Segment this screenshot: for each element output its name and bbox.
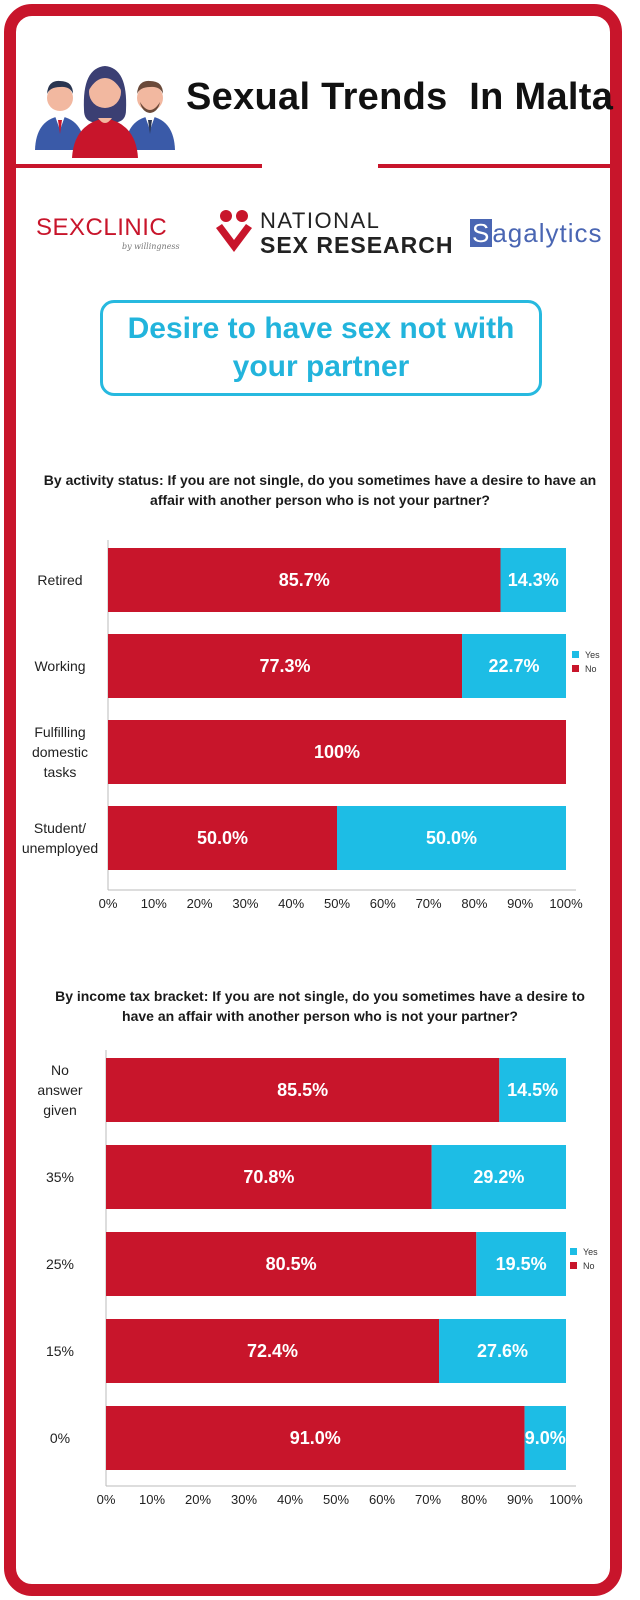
- data-label-yes: 19.5%: [496, 1254, 547, 1274]
- x-tick-label: 40%: [278, 896, 304, 911]
- x-tick-label: 90%: [507, 896, 533, 911]
- sagalytics-logo-rest: agalytics: [492, 218, 603, 248]
- data-label-no: 85.5%: [277, 1080, 328, 1100]
- x-tick-label: 60%: [370, 896, 396, 911]
- bar-no: [108, 548, 501, 612]
- bar-yes: [476, 1232, 566, 1296]
- legend-swatch-no: [572, 665, 579, 672]
- national-sex-research-logo-bottom: SEX RESEARCH: [260, 232, 454, 258]
- data-label-yes: 29.2%: [473, 1167, 524, 1187]
- bar-no: [106, 1406, 525, 1470]
- data-label-yes: 27.6%: [477, 1341, 528, 1361]
- x-tick-label: 0%: [99, 896, 118, 911]
- category-label: given: [43, 1102, 76, 1118]
- bar-yes: [439, 1319, 566, 1383]
- legend-swatch-yes: [572, 651, 579, 658]
- national-sex-research-logo-top: NATIONAL: [260, 208, 381, 233]
- page-title: Sexual Trends In Malta: [186, 76, 614, 118]
- legend-label-yes: Yes: [585, 650, 600, 660]
- category-label: Fulfilling: [34, 724, 85, 740]
- data-label-yes: 22.7%: [488, 656, 539, 676]
- subtitle-text: Desire to have sex not with your partner: [127, 312, 515, 383]
- sagalytics-logo-s: S: [470, 218, 493, 248]
- sexclinic-logo-sub: by willingness: [122, 242, 180, 251]
- bar-yes: [462, 634, 566, 698]
- data-label-no: 77.3%: [259, 656, 310, 676]
- legend-swatch-no: [570, 1262, 577, 1269]
- category-label: Retired: [37, 572, 82, 588]
- x-tick-label: 30%: [232, 896, 258, 911]
- category-label: 35%: [46, 1169, 74, 1185]
- data-label-no: 80.5%: [266, 1254, 317, 1274]
- legend-label-no: No: [585, 664, 597, 674]
- income-bracket-chart: 85.5% 14.5% No answer given 70.8% 29.2% 35% 80.5…: [37, 1050, 598, 1507]
- x-tick-label: 50%: [323, 1492, 349, 1507]
- bar-yes: [499, 1058, 566, 1122]
- legend-label-no: No: [583, 1261, 595, 1271]
- title-rule-left: [16, 164, 262, 168]
- sexclinic-logo-sex: SEX: [36, 214, 86, 241]
- x-tick-label: 60%: [369, 1492, 395, 1507]
- x-tick-label: 90%: [507, 1492, 533, 1507]
- data-label-yes: 9.0%: [525, 1428, 566, 1448]
- category-label: 0%: [50, 1430, 70, 1446]
- category-label: answer: [37, 1082, 82, 1098]
- bar-no: [108, 634, 463, 698]
- x-tick-label: 80%: [461, 896, 487, 911]
- bar-yes: [431, 1145, 566, 1209]
- data-label-yes: 14.5%: [507, 1080, 558, 1100]
- x-tick-label: 70%: [416, 896, 442, 911]
- chart2-title: By income tax bracket: If you are not si…: [55, 988, 585, 1024]
- bar-no: [106, 1058, 500, 1122]
- bar-no: [108, 720, 566, 784]
- title-rule-right: [378, 164, 622, 168]
- category-label: 25%: [46, 1256, 74, 1272]
- category-label: Student/: [34, 820, 86, 836]
- bar-no: [106, 1145, 432, 1209]
- data-label-yes: 50.0%: [426, 828, 477, 848]
- category-label: No: [51, 1062, 69, 1078]
- bar-no: [106, 1232, 477, 1296]
- x-tick-label: 10%: [139, 1492, 165, 1507]
- bar-yes: [500, 548, 566, 612]
- bar-yes: [337, 806, 566, 870]
- x-tick-label: 0%: [97, 1492, 116, 1507]
- sexclinic-logo: SEXCLINIC: [36, 214, 167, 242]
- x-tick-label: 30%: [231, 1492, 257, 1507]
- sexclinic-logo-clinic: CLINIC: [85, 214, 168, 241]
- bar-no: [108, 806, 337, 870]
- x-tick-label: 40%: [277, 1492, 303, 1507]
- data-label-no: 70.8%: [243, 1167, 294, 1187]
- data-label-no: 72.4%: [247, 1341, 298, 1361]
- data-label-yes: 14.3%: [508, 570, 559, 590]
- category-label: 15%: [46, 1343, 74, 1359]
- national-sex-research-logo-icon: [216, 210, 252, 252]
- category-label: unemployed: [22, 840, 98, 856]
- category-label: Working: [34, 658, 85, 674]
- data-label-no: 85.7%: [279, 570, 330, 590]
- data-label-no: 50.0%: [197, 828, 248, 848]
- data-label-no: 100%: [314, 742, 360, 762]
- x-tick-label: 20%: [187, 896, 213, 911]
- x-tick-label: 80%: [461, 1492, 487, 1507]
- x-tick-label: 70%: [415, 1492, 441, 1507]
- bar-yes: [524, 1406, 566, 1470]
- x-tick-label: 50%: [324, 896, 350, 911]
- x-tick-label: 10%: [141, 896, 167, 911]
- x-tick-label: 20%: [185, 1492, 211, 1507]
- x-tick-label: 100%: [549, 1492, 583, 1507]
- x-tick-label: 100%: [549, 896, 583, 911]
- bar-no: [106, 1319, 440, 1383]
- data-label-no: 91.0%: [290, 1428, 341, 1448]
- legend-label-yes: Yes: [583, 1247, 598, 1257]
- category-label: domestic: [32, 744, 88, 760]
- legend-swatch-yes: [570, 1248, 577, 1255]
- sagalytics-logo: Sagalytics: [470, 218, 603, 249]
- chart1-title: By activity status: If you are not singl…: [43, 472, 597, 508]
- subtitle-box: Desire to have sex not with your partner: [100, 300, 542, 396]
- category-label: tasks: [44, 764, 77, 780]
- people-group-icon: [35, 66, 175, 158]
- activity-status-chart: 85.7% 14.3% Retired 77.3% 22.7% Working 100% Fu…: [22, 540, 600, 911]
